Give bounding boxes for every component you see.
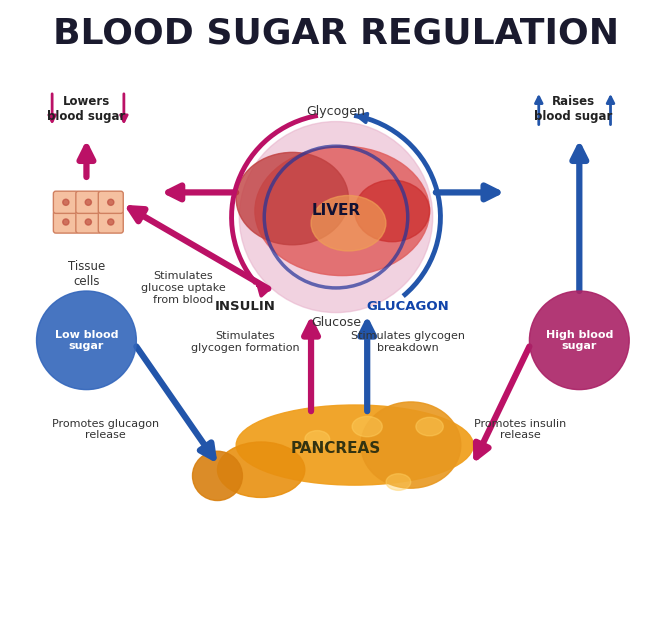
Text: High blood
sugar: High blood sugar (546, 329, 613, 351)
FancyBboxPatch shape (53, 191, 79, 214)
Text: Tissue
cells: Tissue cells (68, 260, 105, 288)
Circle shape (62, 219, 69, 225)
Ellipse shape (236, 405, 473, 485)
Ellipse shape (255, 146, 429, 275)
Text: Glycogen: Glycogen (306, 105, 366, 118)
Circle shape (85, 199, 91, 206)
Ellipse shape (386, 474, 411, 490)
FancyBboxPatch shape (76, 191, 101, 214)
Circle shape (530, 291, 629, 389)
FancyBboxPatch shape (98, 191, 123, 214)
FancyBboxPatch shape (76, 211, 101, 233)
Ellipse shape (305, 431, 330, 447)
Ellipse shape (218, 442, 305, 498)
Circle shape (192, 451, 243, 501)
Text: Raises
blood sugar: Raises blood sugar (534, 95, 612, 123)
Ellipse shape (416, 417, 444, 436)
Text: PANCREAS: PANCREAS (291, 441, 381, 456)
Text: Lowers
blood sugar: Lowers blood sugar (47, 95, 126, 123)
Circle shape (62, 199, 69, 206)
FancyBboxPatch shape (98, 211, 123, 233)
FancyBboxPatch shape (53, 211, 79, 233)
Text: Stimulates glycogen
breakdown: Stimulates glycogen breakdown (351, 331, 465, 353)
Text: Stimulates
glycogen formation: Stimulates glycogen formation (192, 331, 300, 353)
Text: Glucose: Glucose (311, 316, 361, 329)
Circle shape (108, 199, 114, 206)
Ellipse shape (361, 402, 461, 488)
Circle shape (85, 219, 91, 225)
Ellipse shape (236, 152, 349, 245)
Text: Promotes insulin
release: Promotes insulin release (474, 419, 566, 441)
Text: INSULIN: INSULIN (215, 300, 276, 313)
Text: Stimulates
glucose uptake
from blood: Stimulates glucose uptake from blood (140, 271, 226, 305)
Text: Low blood
sugar: Low blood sugar (54, 329, 118, 351)
Text: Promotes glucagon
release: Promotes glucagon release (52, 419, 159, 441)
Text: GLUCAGON: GLUCAGON (366, 300, 449, 313)
Text: LIVER: LIVER (311, 204, 361, 219)
Circle shape (108, 219, 114, 225)
Text: BLOOD SUGAR REGULATION: BLOOD SUGAR REGULATION (53, 17, 619, 51)
Ellipse shape (311, 196, 386, 251)
Ellipse shape (352, 417, 382, 437)
Ellipse shape (355, 180, 429, 241)
Circle shape (239, 121, 433, 313)
Circle shape (36, 291, 136, 389)
